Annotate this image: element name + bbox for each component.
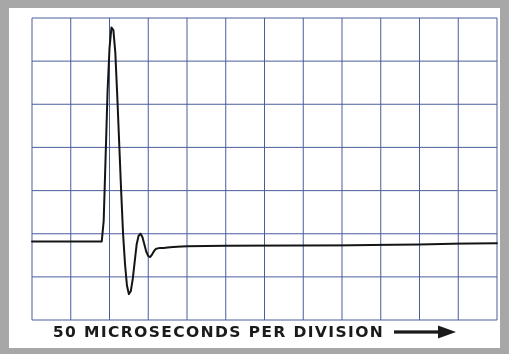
right-arrow-icon [394,325,457,339]
grid-lines [31,17,498,321]
x-axis-label: 50 MICROSECONDS PER DIVISION [52,323,385,341]
x-axis-caption: 50 MICROSECONDS PER DIVISION [0,319,509,345]
waveform-trace [31,26,498,296]
